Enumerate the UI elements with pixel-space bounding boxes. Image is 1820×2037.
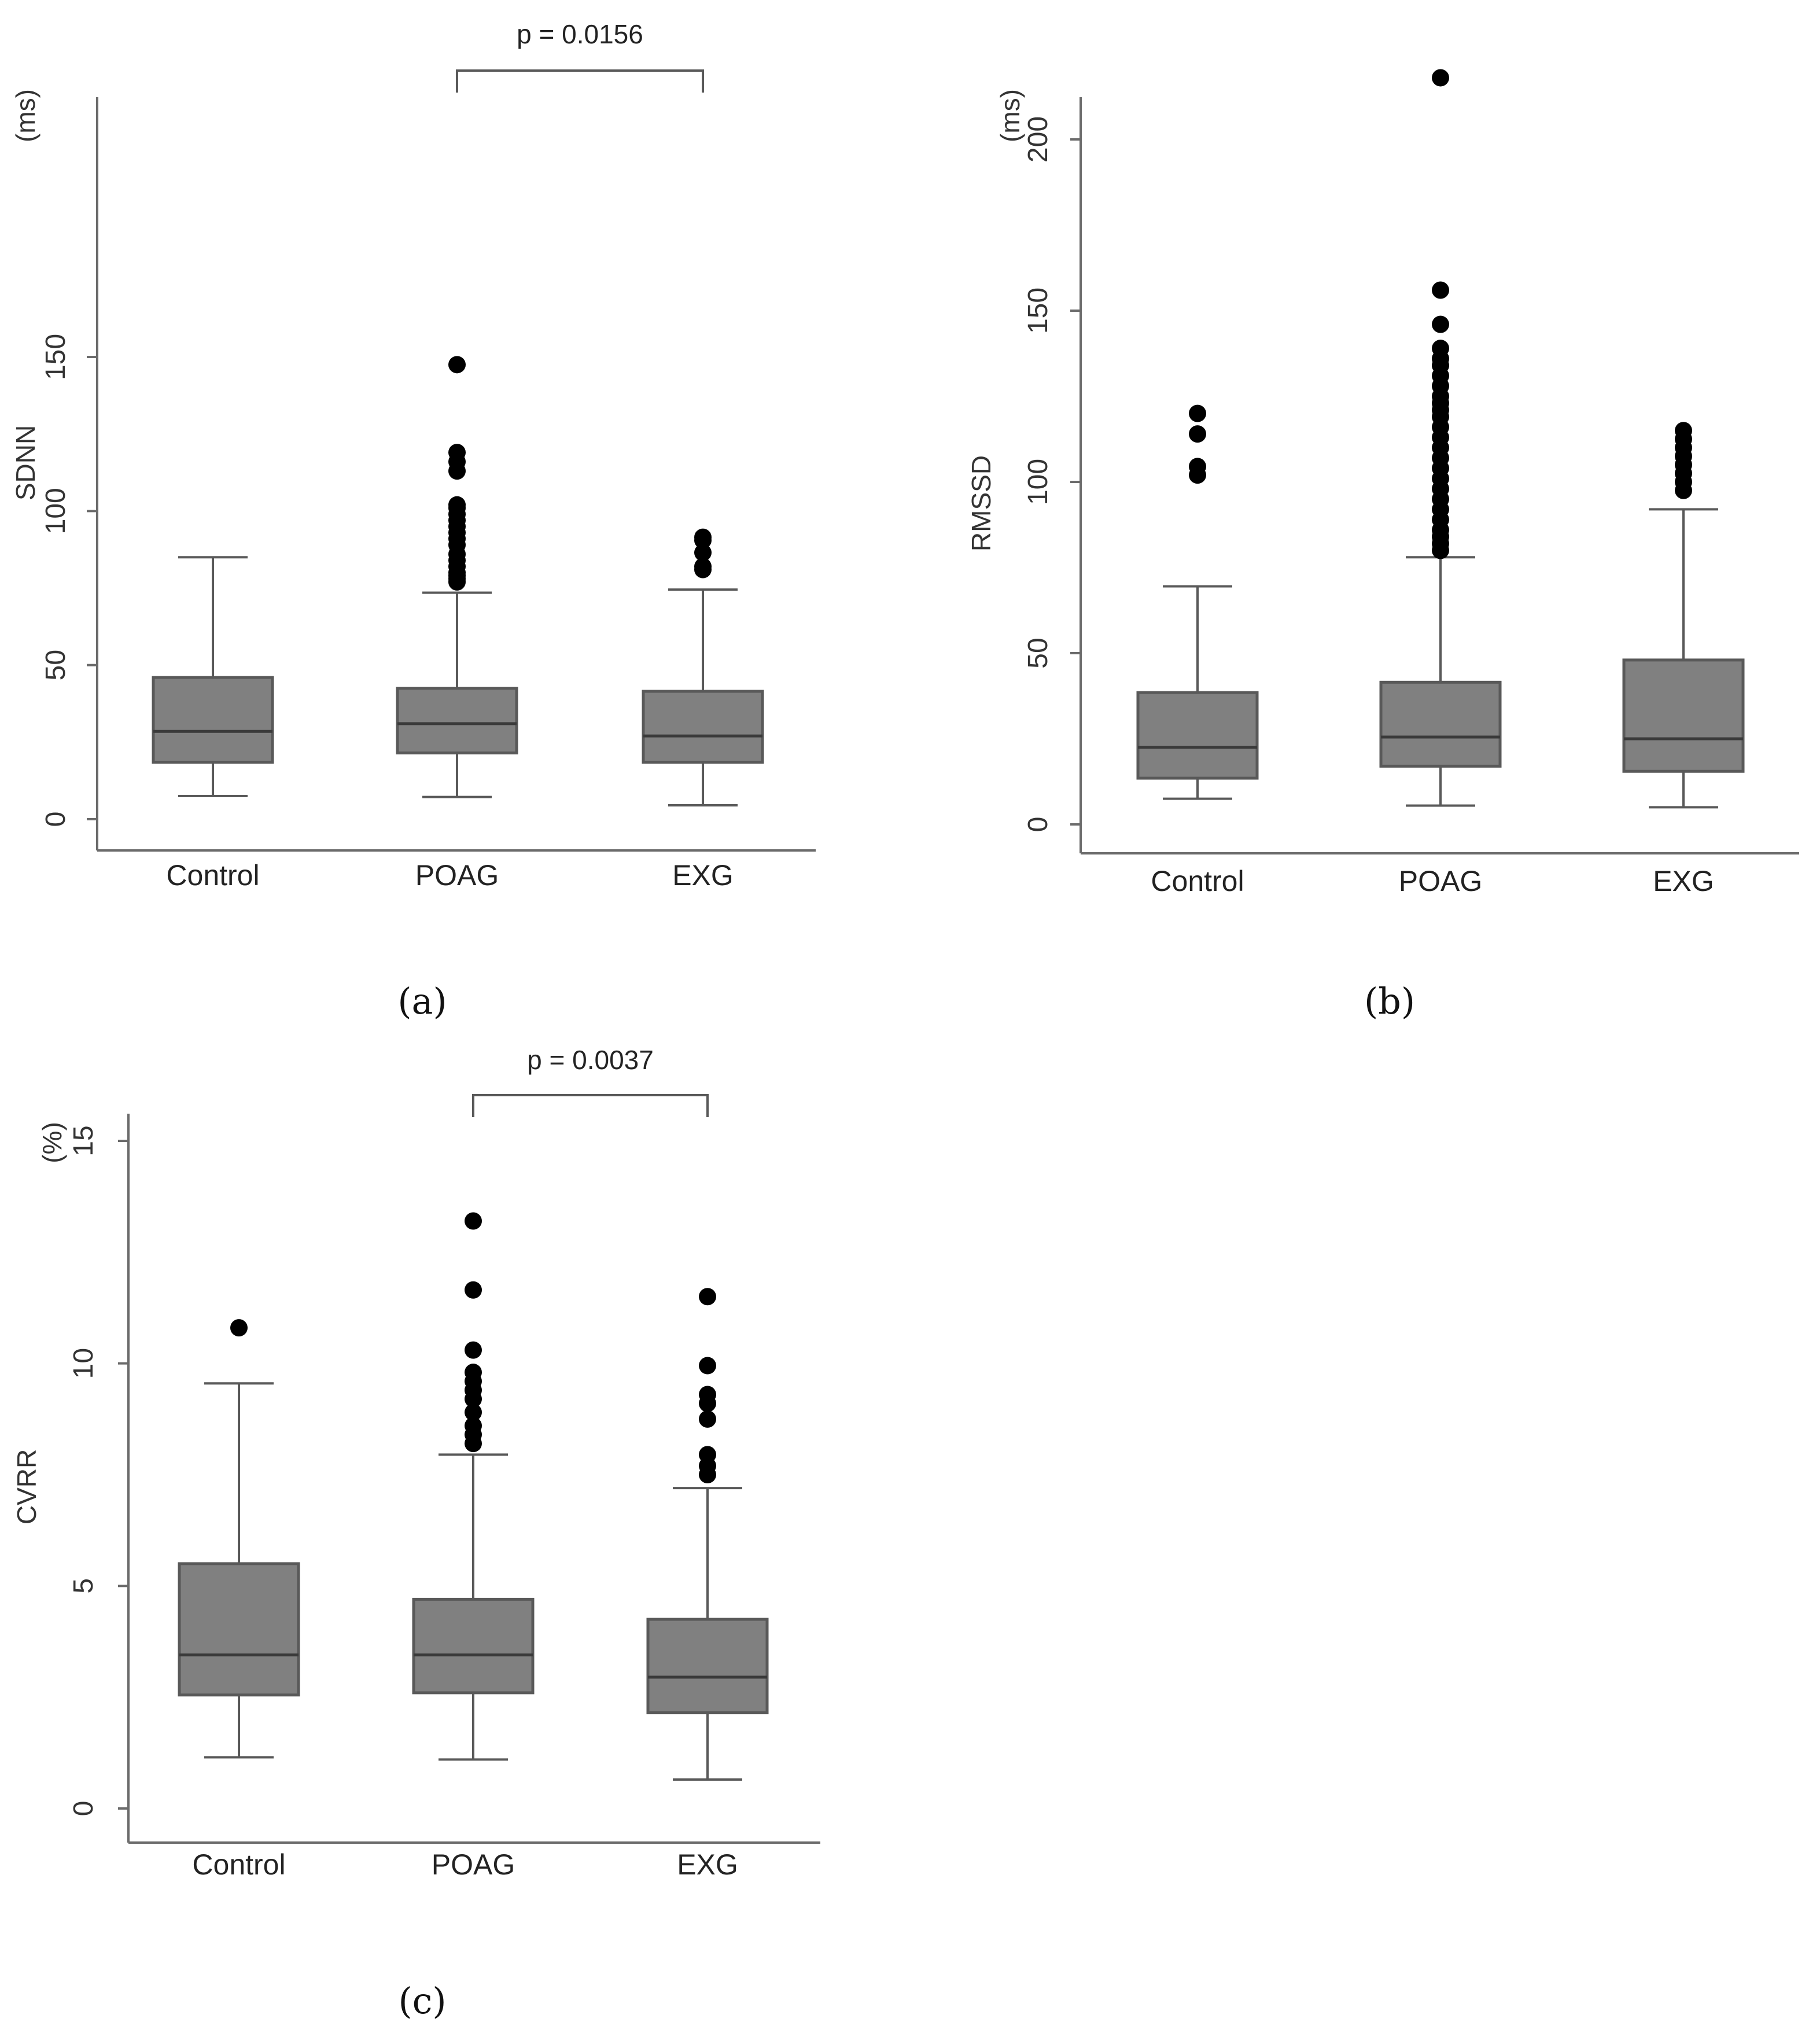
y-tick-label: 15	[68, 1125, 99, 1156]
box-group-control	[152, 556, 274, 798]
outlier-point	[1432, 340, 1449, 358]
outlier-point	[1189, 404, 1206, 422]
box-group-poag	[396, 356, 518, 798]
outlier-point	[699, 1410, 716, 1428]
outlier-point	[465, 1417, 482, 1435]
y-axis-label: SDNN	[10, 425, 40, 500]
outlier-point	[694, 558, 712, 576]
panel-a-sdnn-chart: p = 0.0156 (ms) SDNN 0 50 100 150 Control POA…	[10, 19, 816, 892]
iqr-box	[646, 1618, 769, 1715]
iqr-box	[1136, 691, 1259, 780]
outlier-point	[699, 1288, 716, 1306]
outlier-point	[465, 1364, 482, 1382]
y-tick-label: 10	[68, 1348, 99, 1379]
outlier-point	[1432, 281, 1449, 299]
y-tick-label: 150	[40, 334, 71, 380]
iqr-box	[396, 687, 518, 754]
outlier-point	[1432, 315, 1449, 333]
x-category-label: EXG	[677, 1848, 738, 1881]
outlier-point	[448, 444, 466, 462]
panel-b-rmssd-chart: (ms) RMSSD 0 50 100 150 200 Control POAG EXG	[966, 69, 1799, 897]
y-tick-label: 5	[68, 1578, 99, 1594]
outlier-point	[1675, 422, 1692, 440]
outlier-point	[1189, 425, 1206, 443]
x-category-label: EXG	[672, 859, 734, 892]
box-group-control	[1136, 404, 1259, 800]
outlier-point	[694, 528, 712, 546]
x-category-label: POAG	[1399, 865, 1482, 897]
outlier-point	[465, 1404, 482, 1421]
box-group-exg	[646, 1288, 769, 1781]
y-axis-label: CVRR	[12, 1449, 42, 1524]
y-axis-label: RMSSD	[966, 455, 996, 551]
y-tick-label: 0	[68, 1801, 99, 1817]
outlier-point	[694, 544, 712, 562]
y-tick-label: 150	[1023, 288, 1053, 334]
y-tick-label: 100	[40, 488, 71, 534]
x-category-label: Control	[192, 1848, 285, 1881]
x-category-label: Control	[166, 859, 259, 892]
outlier-point	[1189, 458, 1206, 476]
iqr-box	[412, 1597, 535, 1695]
x-category-label: EXG	[1653, 865, 1714, 897]
outlier-point	[699, 1386, 716, 1404]
outlier-point	[448, 356, 466, 374]
significance-bracket	[472, 1094, 709, 1117]
x-category-label: POAG	[415, 859, 499, 892]
panel-label-c: (c)	[398, 1980, 446, 2022]
outlier-point	[465, 1281, 482, 1299]
box-group-control	[178, 1319, 300, 1759]
outlier-point	[699, 1357, 716, 1375]
x-category-label: POAG	[432, 1848, 515, 1881]
outlier-point	[465, 1341, 482, 1359]
y-unit-label: (ms)	[995, 89, 1025, 142]
y-tick-label: 50	[40, 650, 71, 680]
outlier-point	[448, 496, 466, 514]
box-group-poag	[1379, 69, 1502, 807]
y-unit-label: (%)	[37, 1122, 67, 1163]
iqr-box	[1379, 680, 1502, 768]
iqr-box	[642, 690, 764, 764]
y-tick-label: 0	[40, 812, 71, 827]
panel-label-b: (b)	[1364, 980, 1415, 1022]
iqr-box	[178, 1562, 300, 1697]
y-tick-label: 0	[1023, 817, 1053, 833]
panel-label-a: (a)	[397, 980, 447, 1022]
p-value-label: p = 0.0037	[527, 1045, 654, 1075]
y-tick-label: 50	[1023, 638, 1053, 668]
y-tick-label: 200	[1023, 116, 1053, 163]
iqr-box	[1622, 658, 1745, 773]
box-group-poag	[412, 1212, 535, 1761]
outlier-point	[230, 1319, 248, 1337]
y-tick-label: 100	[1023, 459, 1053, 505]
panel-c-cvrr-chart: p = 0.0037 (%) CVRR 0 5 10 15 Control POAG EXG	[12, 1045, 820, 1881]
y-unit-label: (ms)	[10, 89, 40, 142]
x-category-label: Control	[1151, 865, 1244, 897]
box-group-exg	[642, 528, 764, 807]
outlier-point	[699, 1446, 716, 1464]
p-value-label: p = 0.0156	[517, 19, 643, 49]
iqr-box	[152, 676, 274, 764]
outlier-point	[465, 1212, 482, 1230]
outlier-point	[1432, 69, 1449, 87]
significance-bracket	[456, 69, 704, 93]
box-group-exg	[1622, 422, 1745, 809]
